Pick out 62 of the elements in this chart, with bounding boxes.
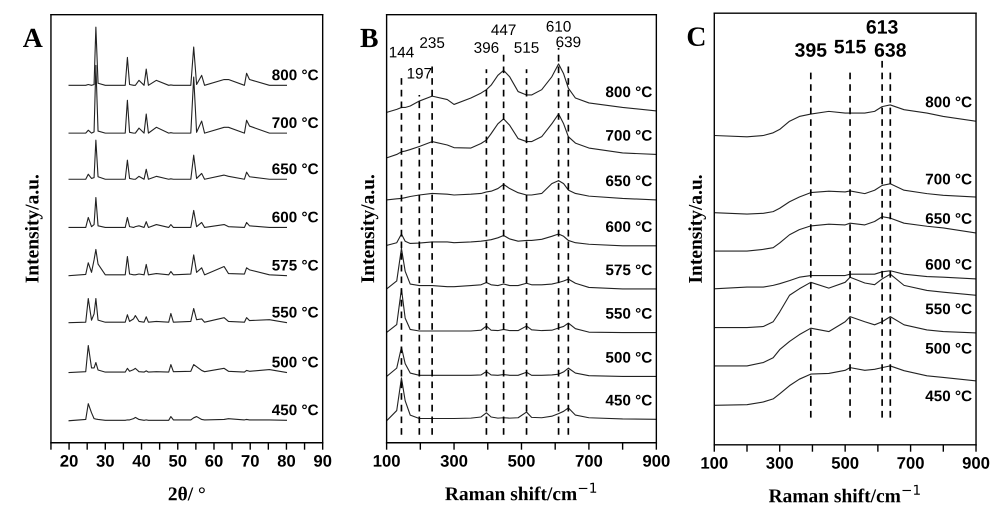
ref-line-label: 197 — [408, 68, 432, 79]
series-label: 650 °C — [926, 213, 972, 224]
series-label: 700 °C — [272, 117, 318, 128]
x-axis-title: Raman shift/cm$^{−1}$ — [445, 482, 596, 500]
series-label: 600 °C — [926, 258, 972, 270]
x-tick-label: 700 — [576, 454, 602, 467]
series-label: 800 °C — [926, 96, 972, 108]
ref-line-label: 613 — [866, 20, 898, 34]
x-tick-label: 300 — [440, 454, 468, 467]
ref-line-label: 395 — [795, 43, 826, 57]
x-tick-label: 30 — [96, 454, 114, 467]
x-tick-label: 60 — [205, 454, 223, 467]
series-label: 650 °C — [606, 175, 652, 186]
chart-title: B — [360, 28, 378, 48]
series-label: 600 °C — [606, 221, 652, 232]
series-label: 800 °C — [606, 86, 652, 98]
ref-line-label: 639 — [556, 36, 580, 48]
chart-title: C — [688, 27, 704, 46]
x-tick-label: 70 — [242, 454, 259, 467]
series-label: 700 °C — [606, 130, 652, 141]
series-label: 575 °C — [272, 260, 318, 271]
series-label: 550 °C — [606, 308, 652, 319]
ref-line-label: 144 — [390, 46, 414, 58]
ref-line-label: 447 — [491, 24, 516, 35]
x-tick-label: 700 — [897, 457, 924, 469]
series-label: 450 °C — [272, 404, 318, 416]
x-tick-label: 20 — [60, 454, 78, 467]
x-axis-title: 2θ/ ° — [168, 486, 205, 500]
x-tick-label: 500 — [508, 454, 535, 467]
x-tick-label: 100 — [701, 457, 728, 469]
series-label: 600 °C — [272, 212, 318, 222]
y-axis-title: Intensity/a.u. — [24, 175, 43, 283]
chart-title: A — [23, 28, 43, 48]
series-label: 650 °C — [272, 163, 318, 174]
ref-line-label: 515 — [834, 40, 866, 54]
series-label: 500 °C — [606, 352, 652, 363]
series-label: 500 °C — [926, 342, 972, 354]
x-axis-title: Raman shift/cm$^{−1}$ — [768, 484, 920, 502]
x-tick-label: 50 — [169, 454, 186, 467]
x-tick-label: 500 — [832, 457, 858, 469]
x-tick-label: 900 — [962, 457, 990, 469]
series-label: 450 °C — [925, 390, 972, 402]
x-tick-label: 80 — [278, 454, 296, 467]
x-tick-label: 90 — [314, 454, 332, 467]
y-axis-title: Intensity/a.u. — [688, 175, 706, 283]
x-tick-label: 40 — [132, 454, 150, 467]
series-label: 500 °C — [272, 356, 318, 368]
series-label: 550 °C — [272, 306, 318, 318]
ref-line-label: 610 — [546, 20, 571, 32]
series-label: 575 °C — [606, 264, 652, 276]
x-tick-label: 300 — [766, 457, 793, 469]
ref-line-label: 515 — [514, 42, 539, 53]
series-label: 700 °C — [926, 174, 972, 184]
series-label: 800 °C — [272, 69, 318, 80]
ref-line-label: 396 — [474, 42, 498, 53]
series-label: 550 °C — [926, 303, 972, 314]
x-tick-label: 900 — [643, 454, 670, 467]
ref-line-label: 235 — [420, 37, 444, 48]
x-tick-label: 100 — [374, 454, 400, 467]
y-axis-title: Intensity/a.u. — [360, 175, 378, 283]
ref-line-label: 638 — [874, 43, 906, 57]
series-label: 450 °C — [606, 394, 652, 406]
